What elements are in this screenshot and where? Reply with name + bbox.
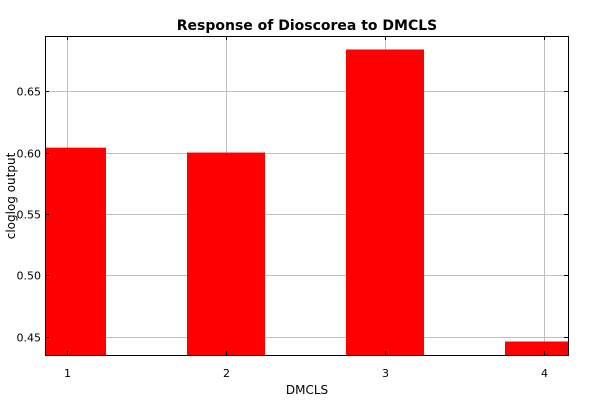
bar-3 — [346, 49, 424, 355]
y-tick-label: 0.65 — [17, 86, 42, 99]
y-tick-label: 0.55 — [17, 209, 42, 222]
bars — [45, 49, 568, 355]
y-tick-label: 0.45 — [17, 332, 42, 345]
y-tick-label: 0.60 — [17, 148, 42, 161]
x-tick-label: 4 — [541, 367, 548, 380]
x-tick-label: 2 — [223, 367, 230, 380]
plot-frame — [45, 36, 569, 356]
x-tick-label: 3 — [382, 367, 389, 380]
grid-lines — [45, 36, 568, 355]
bar-4 — [505, 341, 568, 355]
chart-title: Response of Dioscorea to DMCLS — [177, 18, 438, 34]
axis-ticks: 0.45 0.50 0.55 0.60 0.65 1 2 3 4 — [17, 36, 568, 380]
x-tick-label: 1 — [64, 367, 71, 380]
y-axis-label: cloglog output — [4, 152, 18, 239]
x-axis-label: DMCLS — [286, 383, 328, 397]
bar-2 — [187, 152, 265, 355]
bar-1 — [45, 147, 106, 355]
y-tick-label: 0.50 — [17, 270, 42, 283]
